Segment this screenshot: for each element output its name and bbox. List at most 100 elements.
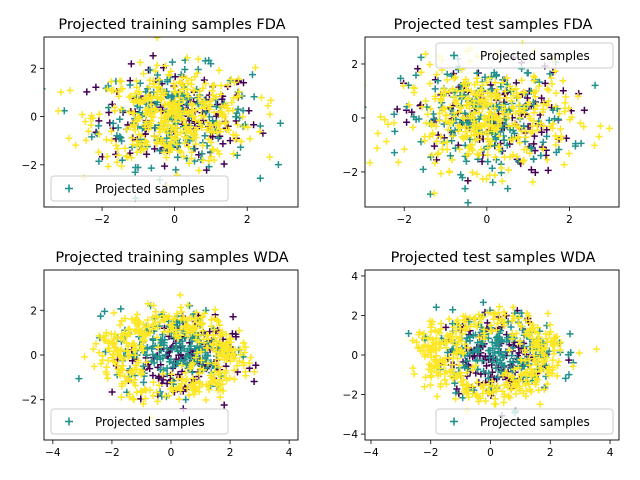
data-point xyxy=(153,333,161,341)
data-point xyxy=(458,330,466,338)
data-point xyxy=(195,388,203,396)
data-point xyxy=(114,362,122,369)
data-point xyxy=(551,334,559,342)
data-point xyxy=(95,332,103,340)
data-point xyxy=(173,104,181,112)
data-point xyxy=(178,73,186,81)
data-point xyxy=(153,140,161,148)
data-point xyxy=(176,319,184,327)
data-point xyxy=(141,385,149,393)
data-point xyxy=(525,380,533,388)
data-point xyxy=(446,152,454,160)
data-point xyxy=(212,348,220,356)
data-point xyxy=(448,156,456,164)
data-point xyxy=(160,328,168,336)
data-point xyxy=(141,130,149,138)
data-point xyxy=(410,370,418,378)
x-tick-label: 2 xyxy=(547,447,554,459)
data-point xyxy=(130,376,138,384)
data-point xyxy=(427,381,434,389)
data-point xyxy=(247,354,255,361)
data-point xyxy=(525,99,533,106)
data-point xyxy=(421,352,429,360)
data-point xyxy=(513,354,521,362)
data-point xyxy=(146,386,154,394)
data-point xyxy=(134,359,142,367)
panel-title: Projected training samples WDA xyxy=(55,250,288,266)
data-point xyxy=(555,146,563,153)
data-point xyxy=(437,170,445,178)
data-point xyxy=(140,378,148,386)
axes-frame xyxy=(43,36,299,208)
data-point xyxy=(191,314,199,322)
data-point xyxy=(95,110,103,118)
data-point xyxy=(465,333,473,341)
data-point xyxy=(113,158,121,166)
data-point xyxy=(531,169,539,176)
data-point xyxy=(232,333,240,341)
tick-layer: −2 0 2 −2 0 2 xyxy=(22,63,251,226)
data-point xyxy=(102,136,110,144)
data-point xyxy=(200,76,208,84)
data-point xyxy=(366,159,374,167)
data-point xyxy=(97,360,105,368)
data-point xyxy=(452,349,460,357)
data-point xyxy=(103,153,111,160)
data-point xyxy=(118,162,126,170)
data-point xyxy=(377,113,385,121)
data-point xyxy=(557,132,565,140)
data-point xyxy=(484,334,492,342)
data-point xyxy=(186,365,194,373)
y-tick-label: −2 xyxy=(343,390,358,402)
data-point xyxy=(530,117,538,125)
data-point xyxy=(453,348,461,356)
data-point xyxy=(237,351,244,359)
data-point xyxy=(480,380,488,388)
data-point xyxy=(81,353,88,361)
data-point xyxy=(235,88,243,96)
data-point xyxy=(559,77,567,85)
data-point xyxy=(162,142,170,150)
data-point xyxy=(532,361,540,369)
data-point xyxy=(467,87,475,95)
data-point xyxy=(266,153,274,161)
point-series xyxy=(365,39,613,197)
data-point xyxy=(183,384,191,392)
data-point xyxy=(464,177,472,185)
data-point xyxy=(188,107,196,115)
data-point xyxy=(192,140,200,148)
data-point xyxy=(72,141,80,149)
data-point xyxy=(417,53,425,61)
data-point xyxy=(211,306,219,314)
data-point xyxy=(143,141,151,149)
data-point xyxy=(494,320,502,327)
data-point xyxy=(240,79,247,87)
data-point xyxy=(214,352,222,360)
data-point xyxy=(483,78,491,86)
data-point xyxy=(528,343,536,351)
data-point xyxy=(85,127,92,135)
data-point xyxy=(230,94,238,102)
data-point xyxy=(464,364,472,372)
data-point xyxy=(163,364,171,372)
data-point xyxy=(429,336,437,344)
data-point xyxy=(422,97,430,105)
data-point xyxy=(197,356,205,364)
data-point xyxy=(122,332,130,339)
data-point xyxy=(435,338,443,345)
data-point xyxy=(151,105,159,113)
data-point xyxy=(184,93,192,101)
data-point xyxy=(156,355,164,363)
data-point xyxy=(499,353,507,361)
data-point xyxy=(116,321,124,329)
data-point xyxy=(409,337,417,344)
data-point xyxy=(397,74,405,82)
data-point xyxy=(137,387,145,395)
data-point xyxy=(95,122,103,130)
data-point xyxy=(533,102,541,110)
data-point xyxy=(544,166,552,174)
data-point xyxy=(121,373,129,380)
data-point xyxy=(177,148,185,156)
data-point xyxy=(228,330,236,338)
data-point xyxy=(489,351,497,359)
